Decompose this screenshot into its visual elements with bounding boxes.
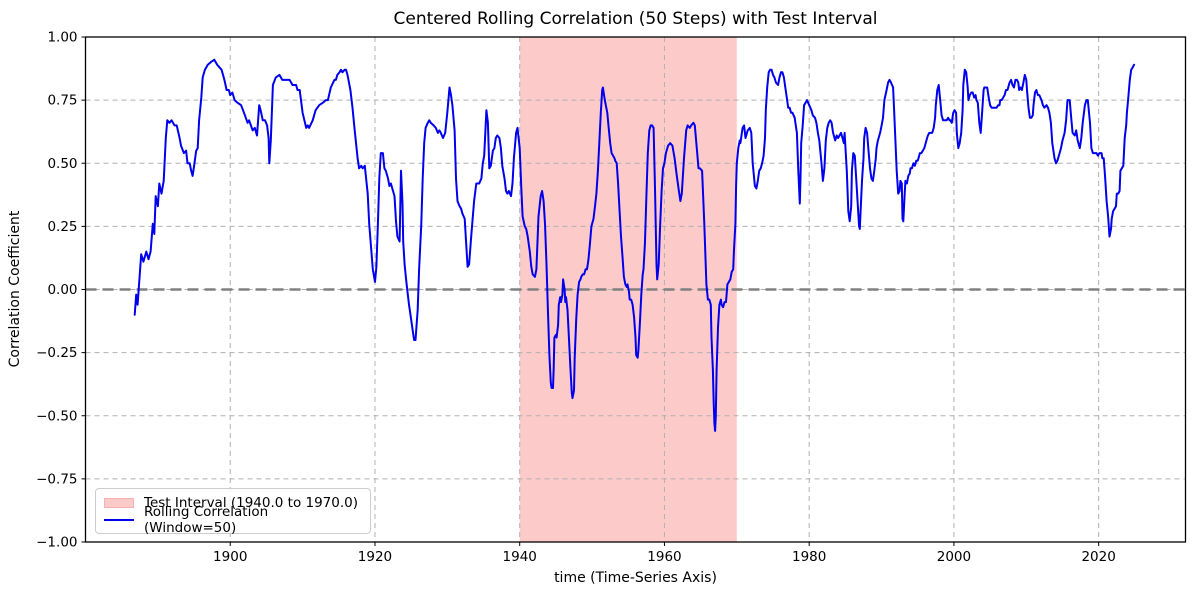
y-tick-label: 0.00 [47,282,77,298]
x-tick-label: 1900 [213,549,247,565]
x-tick-label: 1960 [647,549,681,565]
x-tick-label: 1940 [503,549,537,565]
legend-label-rolling-correlation: Rolling Correlation (Window=50) [144,503,269,536]
x-tick-label: 1920 [358,549,392,565]
legend-label-test-interval: Test Interval (1940.0 to 1970.0) [144,494,359,511]
chart-title: Centered Rolling Correlation (50 Steps) … [393,9,878,29]
y-tick-label: 0.25 [47,219,77,235]
x-axis-label: time (Time-Series Axis) [554,570,717,586]
y-axis-label: Correlation Coefficient [7,210,23,368]
legend-item-test-interval: Test Interval (1940.0 to 1970.0) [104,494,362,511]
y-tick-label: 1.00 [47,30,77,46]
x-tick-label: 2020 [1081,549,1115,565]
rolling-correlation-line [133,58,1136,432]
y-tick-label: −0.25 [36,345,77,361]
y-tick-label: −0.75 [36,471,77,487]
y-tick-label: 0.75 [47,93,77,109]
x-tick-label: 1980 [792,549,826,565]
y-tick-label: −0.50 [36,408,77,424]
rolling-correlation-swatch [104,518,134,521]
legend: Test Interval (1940.0 to 1970.0) Rolling… [95,488,371,536]
y-tick-label: 0.50 [47,156,77,172]
legend-item-rolling-correlation: Rolling Correlation (Window=50) [104,504,362,536]
x-tick-label: 2000 [937,549,971,565]
test-interval-swatch [104,497,134,508]
y-tick-label: −1.00 [36,535,77,551]
